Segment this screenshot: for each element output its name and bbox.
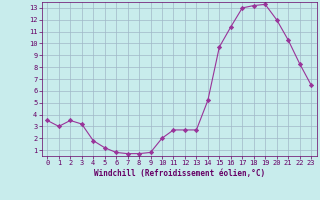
X-axis label: Windchill (Refroidissement éolien,°C): Windchill (Refroidissement éolien,°C) [94,169,265,178]
